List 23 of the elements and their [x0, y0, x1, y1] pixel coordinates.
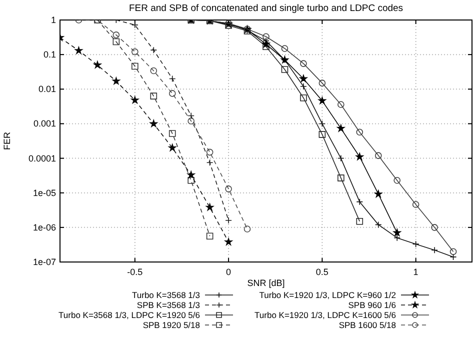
legend-label: SPB 1920 5/18 [142, 320, 200, 330]
x-tick-label: 0 [226, 267, 232, 277]
legend-label: Turbo K=1920 1/3, LDPC K=1600 5/6 [254, 310, 396, 320]
legend-label: SPB 960 1/6 [348, 300, 396, 310]
x-tick-label: -0.5 [127, 267, 143, 277]
legend-label: SPB 1600 5/18 [338, 320, 396, 330]
legend-label: Turbo K=1920 1/3, LDPC K=960 1/2 [259, 290, 396, 300]
legend-label: SPB K=3568 1/3 [136, 300, 200, 310]
y-tick-label: 1e-07 [32, 257, 56, 267]
y-tick-label: 1 [50, 15, 56, 25]
y-tick-label: 0.01 [38, 84, 56, 94]
x-tick-label: 1 [413, 267, 418, 277]
x-axis-title: SNR [dB] [247, 278, 285, 288]
legend-label: Turbo K=3568 1/3, LDPC K=1920 5/6 [58, 310, 200, 320]
chart-title: FER and SPB of concatenated and single turbo and LDPC codes [128, 3, 404, 14]
x-tick-label: 0.5 [316, 267, 328, 277]
legend-label: Turbo K=3568 1/3 [132, 290, 200, 300]
y-tick-label: 0.0001 [28, 153, 56, 164]
y-tick-label: 1e-05 [32, 188, 56, 198]
y-tick-label: 0.1 [43, 50, 56, 60]
y-tick-label: 0.001 [33, 118, 56, 129]
y-tick-label: 1e-06 [32, 222, 56, 232]
y-axis-title: FER [2, 132, 12, 150]
